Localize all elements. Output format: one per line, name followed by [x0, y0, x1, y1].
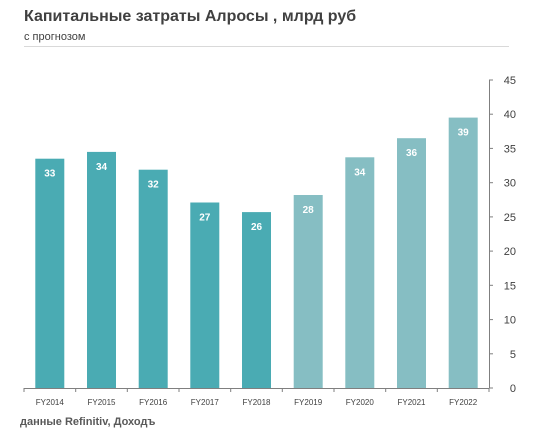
- bar-fy2018: [242, 212, 271, 388]
- data-label-fy2016: 32: [148, 180, 160, 191]
- x-tick-label-fy2022: FY2022: [449, 398, 478, 407]
- data-label-fy2017: 27: [199, 213, 211, 224]
- bar-fy2021: [397, 138, 426, 388]
- chart-subtitle: с прогнозом: [24, 31, 86, 43]
- y-tick-label-0: 0: [510, 383, 516, 395]
- y-tick-label-15: 15: [504, 280, 516, 292]
- x-tick-label-fy2017: FY2017: [191, 398, 220, 407]
- x-tick-label-fy2018: FY2018: [242, 398, 271, 407]
- data-label-fy2018: 26: [251, 222, 263, 233]
- y-tick-label-35: 35: [504, 143, 516, 155]
- data-label-fy2014: 33: [44, 169, 56, 180]
- y-tick-label-30: 30: [504, 178, 516, 190]
- bar-fy2016: [138, 169, 168, 388]
- data-label-fy2020: 34: [354, 167, 366, 178]
- y-tick-label-40: 40: [504, 109, 516, 121]
- x-tick-label-fy2014: FY2014: [36, 398, 65, 407]
- bar-fy2015: [87, 151, 116, 388]
- bar-fy2017: [190, 202, 220, 388]
- bar-fy2020: [345, 157, 375, 388]
- chart-title: Капитальные затраты Алросы , млрд руб: [24, 8, 357, 25]
- source-note: данные Refinitiv, Доходъ: [20, 416, 156, 428]
- bar-fy2014: [35, 158, 65, 388]
- data-label-fy2015: 34: [96, 162, 108, 173]
- bar-fy2019: [293, 195, 323, 388]
- x-tick-label-fy2015: FY2015: [87, 398, 116, 407]
- data-label-fy2021: 36: [406, 148, 418, 159]
- x-tick-label-fy2021: FY2021: [397, 398, 426, 407]
- y-tick-label-5: 5: [510, 349, 516, 361]
- y-tick-label-20: 20: [504, 246, 516, 258]
- x-tick-label-fy2019: FY2019: [294, 398, 323, 407]
- y-tick-label-10: 10: [504, 315, 516, 327]
- y-tick-label-45: 45: [504, 75, 516, 87]
- x-tick-label-fy2020: FY2020: [346, 398, 375, 407]
- x-tick-label-fy2016: FY2016: [139, 398, 168, 407]
- title-divider: [24, 46, 509, 47]
- data-label-fy2022: 39: [458, 128, 470, 139]
- data-label-fy2019: 28: [303, 205, 315, 216]
- bar-fy2022: [448, 117, 478, 388]
- y-tick-label-25: 25: [504, 212, 516, 224]
